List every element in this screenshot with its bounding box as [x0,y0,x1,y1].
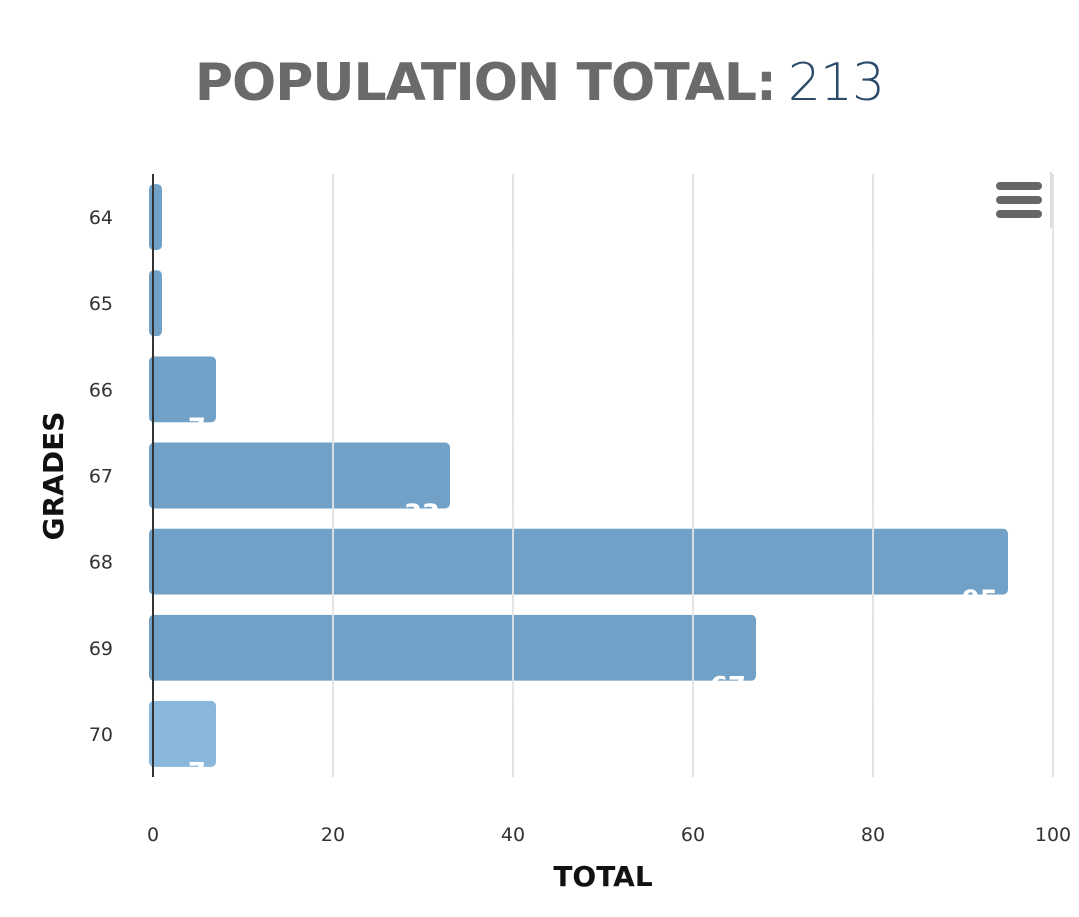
x-tick-label: 60 [681,824,705,846]
bar-69 [149,614,756,681]
page-title: POPULATION TOTAL: 213 [0,48,1079,118]
x-tick-label: 20 [321,824,345,846]
y-category-label: 68 [89,552,113,574]
menu-bar-top [996,182,1042,190]
bar-65 [149,270,162,337]
menu-bar-bottom [996,210,1042,218]
bar-gap-mask [147,250,1055,271]
data-label: 7 [188,758,206,788]
x-tick-label: 80 [861,824,885,846]
bar-gap-mask [147,422,1055,443]
y-category-label: 70 [89,724,113,746]
y-axis-title: GRADES [37,412,70,541]
bar-68 [149,528,1008,595]
y-category-label: 69 [89,638,113,660]
bar-gap-mask [147,594,1055,615]
y-category-label: 64 [89,207,113,229]
menu-bar-middle [996,196,1042,204]
y-category-label: 66 [89,379,113,401]
population-total-label: POPULATION TOTAL: [194,53,777,113]
x-tick-label: 100 [1035,824,1071,846]
bar-gap-mask [147,680,1055,701]
bar-67 [149,442,450,509]
bar-66 [149,356,216,423]
population-total-value: 213 [787,53,885,113]
bar-gap-mask [147,336,1055,357]
bar-gap-mask [147,508,1055,529]
hamburger-menu-icon[interactable] [988,172,1052,228]
y-category-label: 67 [89,466,113,488]
x-axis-title: TOTAL [553,860,652,893]
bar-64 [149,184,162,251]
x-tick-label: 40 [501,824,525,846]
y-category-label: 65 [89,293,113,315]
bar-70 [149,700,216,767]
x-tick-label: 0 [147,824,159,846]
